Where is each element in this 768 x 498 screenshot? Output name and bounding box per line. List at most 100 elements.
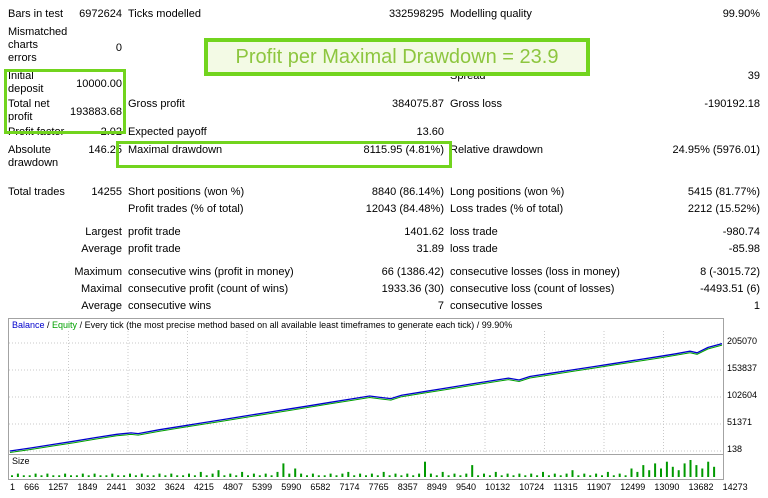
report-value: -190192.18	[704, 98, 760, 110]
x-axis-label: 3032	[135, 482, 156, 492]
report-value: 6972624	[79, 8, 122, 20]
x-axis-label: 13682	[688, 482, 714, 492]
report-row: Average consecutive wins 7 consecutive loss…	[8, 300, 760, 317]
report-value: 2.02	[100, 126, 122, 138]
legend-separator: /	[44, 320, 53, 330]
report-label: Loss trades (% of total)	[450, 203, 564, 215]
report-label: consecutive wins	[128, 300, 212, 312]
report-value: 12043 (84.48%)	[365, 203, 444, 215]
report-value: Largest	[85, 226, 122, 238]
x-axis-label: 1257	[48, 482, 69, 492]
report-value: 1	[753, 300, 760, 312]
report-value: 1401.62	[404, 226, 444, 238]
report-row: Maximal consecutive profit (count of wins…	[8, 283, 760, 300]
x-axis-label: 666	[24, 482, 40, 492]
equity-label: Equity	[52, 320, 78, 330]
x-axis-label: 4807	[222, 482, 244, 492]
report-label: Expected payoff	[128, 126, 207, 138]
x-axis-label: 5990	[281, 482, 302, 492]
report-label: Modelling quality	[450, 8, 532, 20]
x-axis-label: 7174	[339, 482, 360, 492]
x-axis-label: 11315	[553, 482, 578, 492]
report-label: Relative drawdown	[450, 144, 543, 156]
report-row: Average profit trade 31.89 loss trade -85.98	[8, 243, 760, 260]
y-axis-labels: 205070 153837 102604 51371 138	[727, 318, 767, 458]
y-axis-label: 102604	[727, 390, 758, 400]
y-axis-label: 205070	[727, 336, 758, 346]
report-value: -85.98	[728, 243, 760, 255]
x-axis-label: 14273	[722, 482, 748, 492]
report-value: 24.95% (5976.01)	[672, 144, 760, 156]
chart-legend: Balance / Equity / Every tick (the most …	[12, 320, 512, 330]
x-axis-label: 5399	[252, 482, 273, 492]
x-axis-label: 8357	[397, 482, 418, 492]
y-axis-label: 138	[727, 444, 743, 454]
x-axis-labels: 1 666 1257 1849 2441 3032 3624 4215 4807 5399 5990…	[10, 482, 748, 492]
y-axis-label: 153837	[727, 363, 758, 373]
report-value: Maximal	[81, 283, 122, 295]
report-label: Short positions (won %)	[128, 186, 245, 198]
report-label: consecutive profit (count of wins)	[128, 283, 289, 295]
report-label: loss trade	[450, 243, 498, 255]
balance-label: Balance	[12, 320, 45, 330]
x-axis-label: 12499	[620, 482, 646, 492]
x-axis-label: 7765	[368, 482, 389, 492]
size-bars	[11, 460, 716, 477]
x-axis-label: 10724	[519, 482, 545, 492]
balance-line	[9, 342, 723, 452]
report-label: Maximal drawdown	[128, 144, 223, 156]
report-row: Mismatched charts errors 0	[8, 26, 760, 70]
report-value: 8115.95 (4.81%)	[363, 144, 444, 156]
report-value: 10000.00	[76, 77, 122, 90]
size-panel: Size	[8, 454, 724, 480]
report-value: -980.74	[722, 226, 760, 238]
x-axis-label: 1	[10, 482, 16, 492]
x-axis-label: 8949	[426, 482, 447, 492]
x-axis-label: 6582	[310, 482, 331, 492]
x-axis-label: 1849	[77, 482, 98, 492]
report-row: Absolute drawdown 146.25 Maximal drawdown 8…	[8, 144, 760, 172]
equity-line	[9, 344, 723, 453]
report-value: 146.25	[88, 144, 122, 156]
report-label: Bars in test	[8, 8, 64, 20]
y-axis-label: 51371	[727, 417, 753, 427]
report-row: Profit trades (% of total) 12043 (84.48%)…	[8, 203, 760, 220]
x-axis-label: 11907	[586, 482, 612, 492]
report-label: consecutive loss (count of losses)	[450, 283, 615, 295]
report-label: Initial deposit	[8, 70, 44, 95]
chart-description: / Every tick (the most precise method ba…	[77, 320, 513, 330]
report-value: 39	[747, 70, 760, 82]
report-value: 8 (-3015.72)	[700, 266, 760, 278]
x-axis-label: 13090	[654, 482, 680, 492]
report-label: Mismatched charts errors	[8, 26, 68, 64]
report-row: Total trades 14255 Short positions (won %)…	[8, 186, 760, 203]
report-value: 384075.87	[392, 98, 444, 110]
x-axis-label: 4215	[193, 482, 214, 492]
report-value: 66 (1386.42)	[381, 266, 444, 278]
report-value: -4493.51 (6)	[700, 283, 760, 295]
x-axis-label: 9540	[455, 482, 477, 492]
report-value: 193883.68	[70, 105, 122, 118]
report-label: profit trade	[128, 243, 181, 255]
size-label: Size	[12, 456, 30, 466]
report-value: Average	[81, 243, 122, 255]
report-row: Total net profit 193883.68 Gross profit 384…	[8, 98, 760, 126]
report-value: Average	[81, 300, 122, 312]
report-value: 0	[115, 41, 122, 54]
report-label: profit trade	[128, 226, 181, 238]
report-value: 7	[437, 300, 444, 312]
x-axis-label: 10132	[485, 482, 511, 492]
profit-drawdown-banner: Profit per Maximal Drawdown = 23.9	[204, 38, 590, 76]
report-row: Maximum consecutive wins (profit in money…	[8, 266, 760, 283]
x-axis-label: 3624	[164, 482, 185, 492]
report-label: Profit factor	[8, 126, 65, 138]
report-label: consecutive wins (profit in money)	[128, 266, 294, 278]
balance-chart-canvas	[9, 331, 723, 454]
report-value: 2212 (15.52%)	[687, 203, 760, 215]
report-label: Total net profit	[8, 98, 50, 123]
report-label: Long positions (won %)	[450, 186, 565, 198]
report-label: Gross loss	[450, 98, 502, 110]
report-label: Absolute drawdown	[8, 144, 59, 169]
report-table: Bars in test 6972624 Ticks modelled 3325982…	[8, 8, 760, 317]
